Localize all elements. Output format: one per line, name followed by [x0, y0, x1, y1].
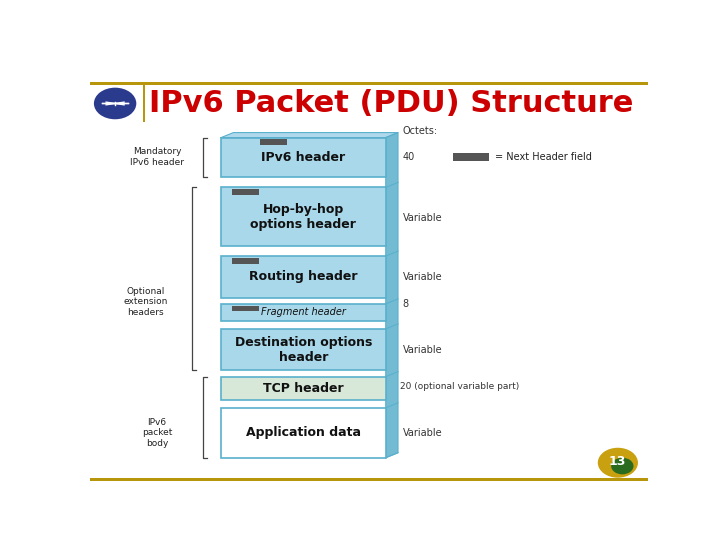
Circle shape	[598, 448, 638, 478]
Text: IPv6
packet
body: IPv6 packet body	[142, 418, 172, 448]
Bar	[221, 187, 386, 246]
Text: Octets:: Octets:	[402, 126, 438, 136]
Text: Mandatory
IPv6 header: Mandatory IPv6 header	[130, 147, 184, 167]
Bar	[221, 329, 386, 370]
Text: Variable: Variable	[402, 428, 442, 438]
Text: Application data: Application data	[246, 426, 361, 439]
Text: Routing header: Routing header	[249, 271, 358, 284]
Text: Variable: Variable	[402, 272, 442, 282]
Bar	[233, 189, 259, 195]
Bar	[90, 82, 648, 85]
Text: 8: 8	[402, 299, 409, 309]
Bar	[221, 304, 386, 321]
Bar	[221, 377, 386, 400]
Bar	[260, 139, 287, 145]
Text: TCP header: TCP header	[263, 382, 343, 395]
Text: 40: 40	[402, 152, 415, 162]
Text: Fragment header: Fragment header	[261, 307, 346, 317]
Text: = Next Header field: = Next Header field	[495, 152, 591, 162]
Bar	[221, 408, 386, 458]
Bar	[221, 138, 386, 177]
Text: Hop-by-hop
options header: Hop-by-hop options header	[251, 202, 356, 231]
Bar	[90, 84, 648, 123]
Bar	[233, 258, 259, 264]
Polygon shape	[221, 133, 398, 138]
Bar	[90, 478, 648, 481]
Text: IPv6 header: IPv6 header	[261, 151, 346, 164]
Text: 20 (optional variable part): 20 (optional variable part)	[400, 382, 519, 391]
Polygon shape	[386, 133, 398, 458]
Bar	[143, 85, 145, 122]
Bar	[453, 153, 489, 161]
Text: IPv6 Packet (PDU) Structure: IPv6 Packet (PDU) Structure	[148, 89, 633, 118]
Text: Destination options
header: Destination options header	[235, 336, 372, 363]
Circle shape	[94, 87, 136, 119]
Circle shape	[611, 458, 634, 474]
Bar	[221, 256, 386, 298]
Text: Variable: Variable	[402, 345, 442, 355]
Text: Optional
extension
headers: Optional extension headers	[124, 287, 168, 316]
Text: Variable: Variable	[402, 213, 442, 223]
Text: 13: 13	[608, 455, 626, 468]
Bar	[233, 306, 259, 312]
